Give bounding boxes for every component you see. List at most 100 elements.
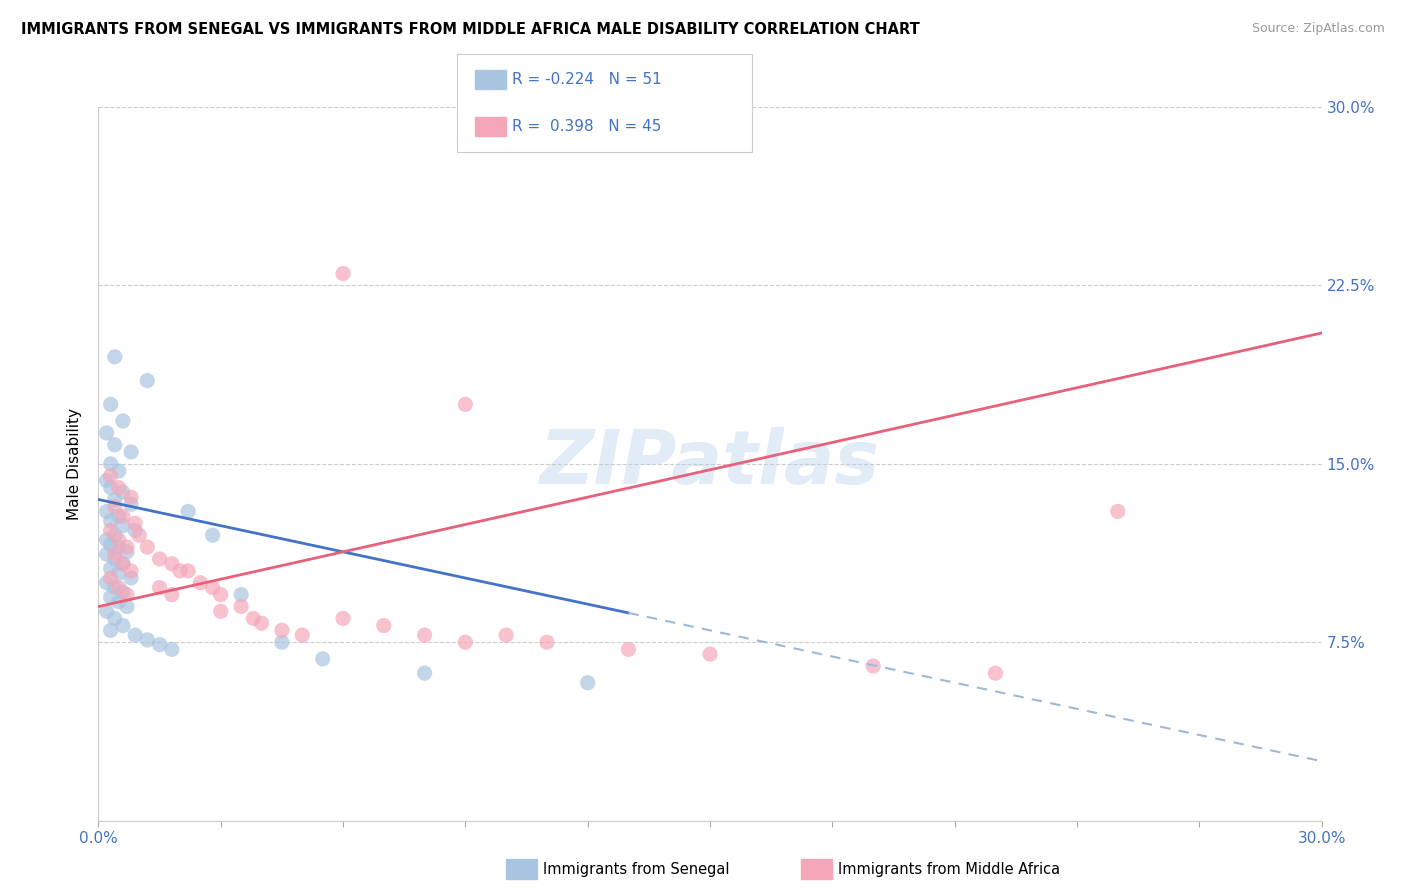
Point [100,468,122,483]
Point [209,588,232,602]
Point [617,642,640,657]
Point [96,474,118,488]
Point [111,518,134,533]
Point [270,635,294,649]
Point [108,581,131,595]
Y-axis label: Male Disability: Male Disability [67,408,83,520]
Point [242,611,264,625]
Point [108,533,131,547]
Point [104,438,127,452]
Point [209,604,232,618]
Point [104,492,127,507]
Point [111,618,134,632]
Point [149,581,172,595]
Point [111,585,134,599]
Point [104,552,127,566]
Text: Immigrants from Senegal: Immigrants from Senegal [543,863,730,877]
Point [115,545,138,559]
Point [100,481,122,495]
Point [115,599,138,614]
Point [111,414,134,428]
Point [108,481,131,495]
Point [454,397,477,411]
Point [120,564,142,578]
Point [160,588,183,602]
Text: ZIPatlas: ZIPatlas [540,427,880,500]
Point [413,666,436,681]
Point [100,397,122,411]
Point [96,533,118,547]
Point [188,575,212,590]
Point [100,538,122,552]
Point [96,547,118,561]
Point [111,557,134,571]
Point [96,504,118,518]
Point [160,642,183,657]
Point [136,374,159,388]
Point [495,628,517,642]
Point [270,624,294,638]
Point [100,624,122,638]
Point [120,497,142,511]
Point [149,638,172,652]
Point [128,528,150,542]
Point [413,628,436,642]
Text: IMMIGRANTS FROM SENEGAL VS IMMIGRANTS FROM MIDDLE AFRICA MALE DISABILITY CORRELA: IMMIGRANTS FROM SENEGAL VS IMMIGRANTS FR… [21,22,920,37]
Point [536,635,558,649]
Point [201,528,224,542]
Text: Source: ZipAtlas.com: Source: ZipAtlas.com [1251,22,1385,36]
Point [100,561,122,575]
Text: R =  0.398   N = 45: R = 0.398 N = 45 [512,120,661,134]
Point [111,509,134,524]
Point [149,552,172,566]
Point [100,590,122,604]
Point [454,635,477,649]
Point [115,540,138,554]
Point [108,509,131,524]
Point [96,575,118,590]
Point [124,524,146,538]
Point [332,611,354,625]
Point [201,581,224,595]
Point [100,571,122,585]
Point [231,599,253,614]
Point [108,464,131,478]
Point [291,628,314,642]
Point [120,571,142,585]
Point [108,540,131,554]
Point [100,524,122,538]
Point [108,566,131,581]
Point [373,618,395,632]
Point [104,528,127,542]
Point [862,659,884,673]
Point [96,425,118,440]
Point [115,588,138,602]
Point [111,485,134,500]
Point [332,267,354,281]
Point [699,647,721,661]
Text: Immigrants from Middle Africa: Immigrants from Middle Africa [838,863,1060,877]
Point [96,604,118,618]
Point [312,652,335,666]
Point [177,564,200,578]
Point [111,557,134,571]
Point [108,595,131,609]
Point [120,445,142,459]
Point [177,504,200,518]
Point [576,675,599,690]
Point [136,632,159,647]
Point [100,457,122,471]
Point [104,611,127,625]
Point [124,628,146,642]
Point [120,490,142,504]
Point [136,540,159,554]
Point [100,514,122,528]
Point [124,516,146,531]
Point [104,350,127,364]
Point [104,547,127,561]
Point [104,500,127,514]
Point [984,666,1007,681]
Point [169,564,191,578]
Point [1107,504,1129,518]
Point [250,616,273,631]
